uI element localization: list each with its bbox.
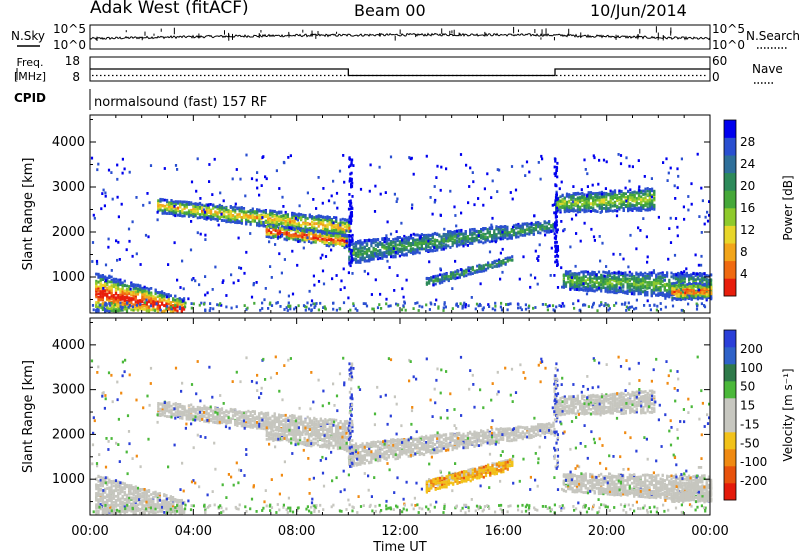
- power-colorbar-segment: [724, 190, 736, 209]
- power-colorbar-tick: 4: [740, 267, 748, 281]
- power-ylabel: Slant Range [km]: [21, 158, 36, 271]
- velocity-ytick-label: 1000: [52, 472, 85, 487]
- power-ytick-label: 1000: [52, 270, 85, 285]
- time-tick-label: 12:00: [381, 524, 418, 539]
- time-tick-label: 20:00: [588, 524, 625, 539]
- power-colorbar-tick: 12: [740, 223, 755, 237]
- nave-tick-bottom: 0: [712, 70, 720, 84]
- power-colorbar-tick: 28: [740, 135, 755, 149]
- velocity-colorbar-tick: 15: [740, 399, 755, 413]
- time-tick-label: 16:00: [485, 524, 522, 539]
- power-colorbar-segment: [724, 225, 736, 244]
- power-ytick-label: 2000: [52, 225, 85, 240]
- power-colorbar-segment: [724, 137, 736, 156]
- nave-tick-top: 60: [712, 54, 727, 68]
- power-colorbar-segment: [724, 120, 736, 138]
- velocity-colorbar-segment: [724, 364, 736, 382]
- freq-tick-top: 18: [65, 54, 80, 68]
- power-colorbar-segment: [724, 155, 736, 174]
- beam-title: Beam 00: [354, 1, 426, 20]
- nsky-tick-top: 10^5: [53, 22, 86, 36]
- velocity-colorbar-segment: [724, 466, 736, 484]
- time-axis-label: Time UT: [372, 540, 426, 554]
- velocity-colorbar-segment: [724, 449, 736, 467]
- velocity-ylabel: Slant Range [km]: [21, 360, 36, 473]
- sky-noise-panel: N.Sky 10^510^010^510^0N.Search: [11, 22, 800, 52]
- cpid-label: CPID: [14, 91, 46, 105]
- power-colorbar-tick: 16: [740, 201, 755, 215]
- power-colorbar-segment: [724, 208, 736, 226]
- velocity-colorbar-tick: 50: [740, 380, 755, 394]
- station-title: Adak West (fitACF): [90, 0, 249, 18]
- freq-label-1: Freq.: [16, 56, 43, 69]
- velocity-panel: [90, 355, 713, 515]
- velocity-colorbar-tick: -50: [740, 436, 760, 450]
- power-panel: [90, 152, 713, 313]
- time-tick-label: 08:00: [278, 524, 315, 539]
- power-colorbar-frame: [723, 119, 737, 297]
- power-colorbar-label: Power [dB]: [781, 175, 795, 240]
- time-tick-label: 00:00: [71, 524, 108, 539]
- date-title: 10/Jun/2014: [590, 1, 687, 20]
- velocity-colorbar-tick: 100: [740, 361, 763, 375]
- nave-label: Nave: [752, 62, 783, 76]
- frequency-panel: Freq.[MHz] 18 8 60 0 Nave CPID normalsound (fas…: [14, 54, 783, 110]
- velocity-colorbar-segment: [724, 398, 736, 416]
- power-ytick-label: 3000: [52, 180, 85, 195]
- velocity-colorbar-segment: [724, 330, 736, 348]
- nsearch-tick-bottom: 10^0: [712, 38, 745, 52]
- time-tick-label: 00:00: [691, 524, 728, 539]
- velocity-colorbar-frame: [723, 329, 737, 501]
- velocity-colorbar-segment: [724, 381, 736, 399]
- velocity-colorbar-segment: [724, 432, 736, 450]
- nsearch-tick-top: 10^5: [712, 22, 745, 36]
- velocity-colorbar-tick: 200: [740, 342, 763, 356]
- time-tick-label: 04:00: [175, 524, 212, 539]
- power-colorbar-tick: 8: [740, 245, 748, 259]
- sky-noise-line: [89, 32, 711, 41]
- sky-frame: [89, 24, 711, 50]
- power-colorbar-tick: 20: [740, 179, 755, 193]
- power-colorbar-segment: [724, 260, 736, 279]
- freq-label-2: [MHz]: [14, 70, 46, 83]
- power-colorbar-segment: [724, 278, 736, 297]
- velocity-colorbar-segment: [724, 415, 736, 433]
- velocity-colorbar-tick: -200: [740, 474, 767, 488]
- nsearch-label: N.Search: [746, 29, 800, 43]
- power-colorbar-tick: 24: [740, 157, 755, 171]
- velocity-ytick-label: 3000: [52, 383, 85, 398]
- nsky-tick-bottom: 10^0: [53, 38, 86, 52]
- velocity-colorbar-tick: -100: [740, 455, 767, 469]
- velocity-colorbar-label: Velocity [m s⁻¹]: [781, 368, 795, 461]
- freq-line: [90, 68, 710, 77]
- cpid-text: normalsound (fast) 157 RF: [94, 95, 267, 110]
- nsky-label: N.Sky: [11, 29, 45, 43]
- power-colorbar-segment: [724, 243, 736, 262]
- velocity-colorbar-segment: [724, 347, 736, 365]
- velocity-colorbar-tick: -15: [740, 417, 760, 431]
- velocity-ytick-label: 4000: [52, 338, 85, 353]
- power-colorbar-segment: [724, 172, 736, 191]
- velocity-colorbar-segment: [724, 483, 736, 501]
- freq-tick-bottom: 8: [72, 70, 80, 84]
- velocity-ytick-label: 2000: [52, 427, 85, 442]
- power-ytick-label: 4000: [52, 135, 85, 150]
